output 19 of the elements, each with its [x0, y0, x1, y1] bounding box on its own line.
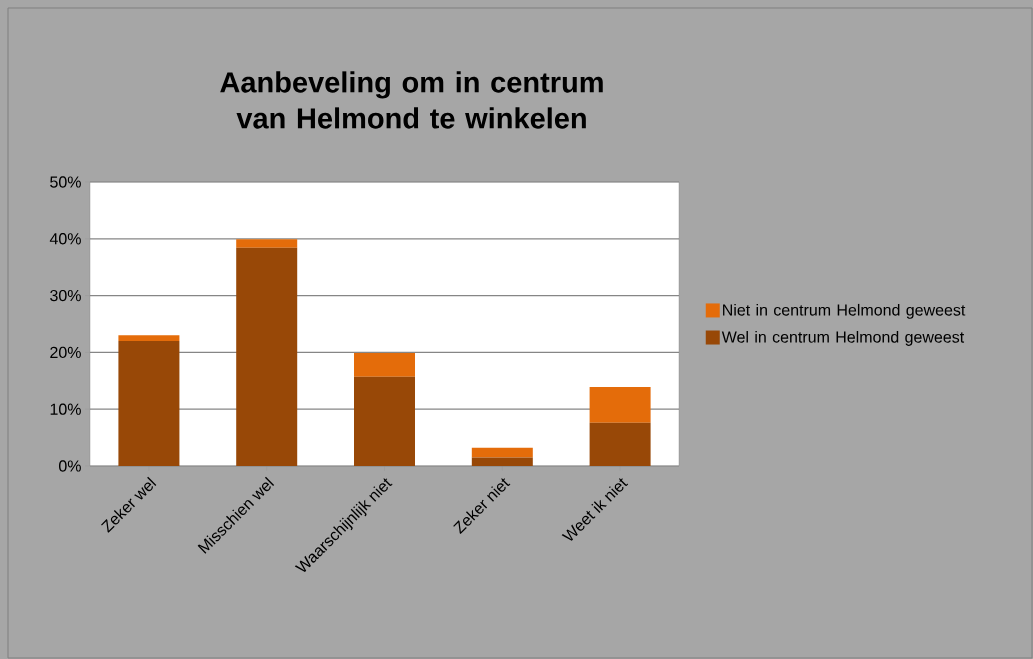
y-tick-label: 0% — [58, 460, 81, 472]
bar — [118, 341, 180, 466]
y-tick-label: 20% — [50, 346, 81, 359]
bar — [354, 376, 416, 466]
y-tick-label: 10% — [50, 403, 81, 415]
bar — [236, 247, 298, 466]
bar — [236, 239, 298, 248]
bar — [589, 422, 651, 466]
bar — [471, 447, 533, 458]
chart-title: Aanbeveling om in centrum van Helmond te winkelen — [220, 71, 603, 129]
bar — [471, 457, 533, 466]
legend-label: Niet in centrum Helmond geweest — [723, 303, 966, 319]
bar — [118, 335, 180, 342]
y-tick-label: 30% — [50, 289, 81, 302]
y-tick-label: 50% — [50, 176, 81, 188]
bar — [589, 387, 651, 423]
y-tick-label: 40% — [49, 233, 81, 245]
legend-label: Wel in centrum Helmond geweest — [721, 330, 965, 346]
bar — [354, 352, 416, 377]
